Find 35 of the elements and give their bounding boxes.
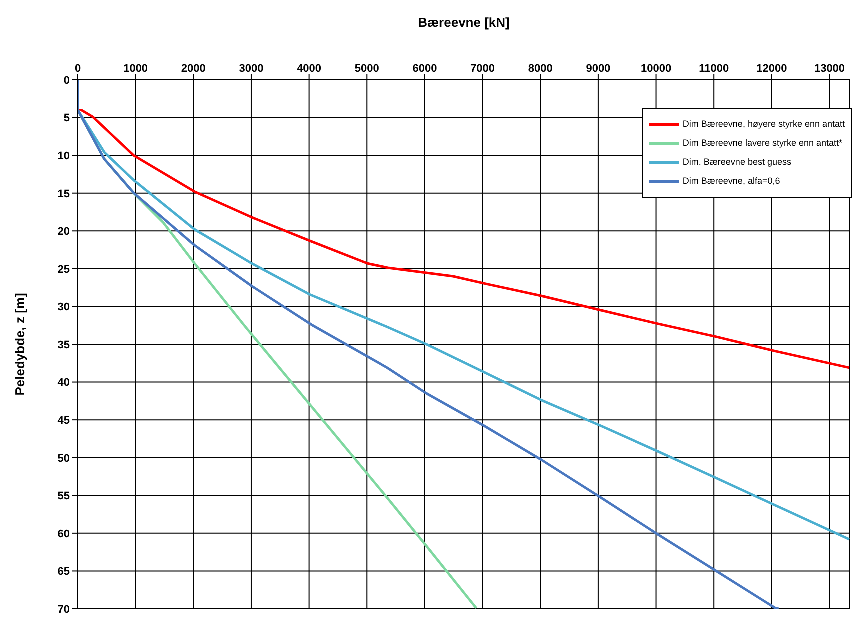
y-tick-label: 25 xyxy=(58,264,70,276)
y-tick-label: 40 xyxy=(58,377,70,390)
x-tick-label: 10000 xyxy=(640,63,672,75)
legend-label: Dim. Bæreevne best guess xyxy=(682,156,792,169)
legend-label: Dim Bæreevne, høyere styrke enn antatt xyxy=(682,118,845,131)
y-tick-label: 70 xyxy=(58,604,70,616)
legend-label: Dim Bæreevne, alfa=0,6 xyxy=(682,175,780,188)
x-tick-label: 8000 xyxy=(528,63,553,75)
x-tick-label: 0 xyxy=(74,63,82,75)
legend-label: Dim Bæreevne lavere styrke enn antatt* xyxy=(682,137,842,150)
x-tick-label: 7000 xyxy=(470,63,496,75)
y-axis-title: Peledybde, z [m] xyxy=(12,293,28,396)
y-tick-label: 35 xyxy=(58,339,70,352)
x-tick-label: 2000 xyxy=(181,63,206,75)
x-tick-label: 6000 xyxy=(412,63,438,75)
y-tick-label: 50 xyxy=(58,452,70,465)
y-tick-label: 10 xyxy=(58,150,70,162)
x-tick-label: 13000 xyxy=(814,63,846,75)
y-tick-label: 0 xyxy=(64,74,70,87)
x-tick-label: 3000 xyxy=(239,63,264,75)
x-tick-label: 5000 xyxy=(354,63,380,75)
y-tick-label: 60 xyxy=(58,528,70,540)
y-tick-label: 20 xyxy=(58,226,70,238)
x-axis-title: Bæreevne [kN] xyxy=(418,15,510,30)
y-tick-label: 15 xyxy=(58,188,70,200)
y-tick-label: 45 xyxy=(58,414,70,427)
y-tick-label: 55 xyxy=(58,490,70,503)
x-tick-label: 12000 xyxy=(756,63,788,75)
x-tick-label: 9000 xyxy=(586,63,611,75)
x-tick-label: 1000 xyxy=(124,63,148,75)
x-tick-label: 4000 xyxy=(297,63,322,75)
x-tick-label: 11000 xyxy=(699,63,730,75)
y-tick-label: 30 xyxy=(58,302,70,314)
y-tick-label: 5 xyxy=(64,112,70,125)
y-tick-label: 65 xyxy=(58,566,70,578)
